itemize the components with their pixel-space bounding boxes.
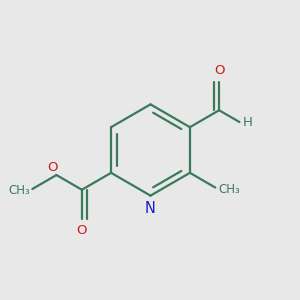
Text: O: O bbox=[214, 64, 224, 77]
Text: H: H bbox=[242, 116, 252, 128]
Text: O: O bbox=[76, 224, 87, 238]
Text: CH₃: CH₃ bbox=[218, 182, 240, 196]
Text: N: N bbox=[145, 201, 156, 216]
Text: O: O bbox=[47, 160, 58, 174]
Text: CH₃: CH₃ bbox=[8, 184, 30, 197]
